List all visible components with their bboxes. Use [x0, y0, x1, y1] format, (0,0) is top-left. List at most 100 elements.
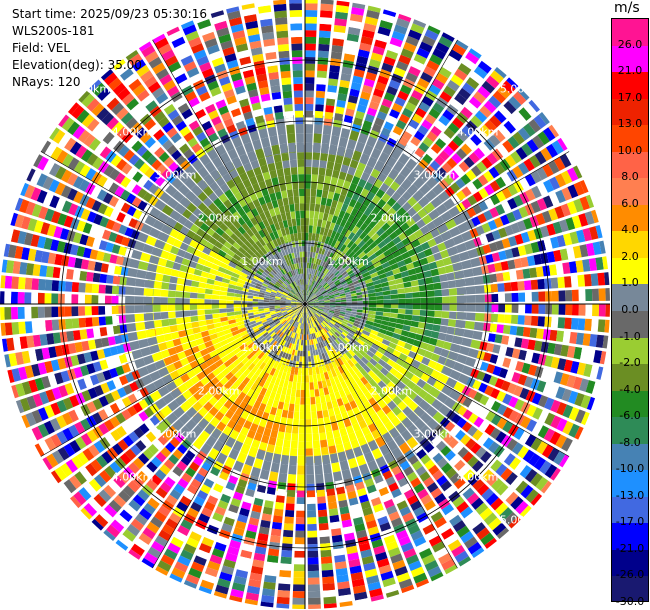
velocity-gate [98, 295, 106, 304]
velocity-gate [317, 174, 325, 183]
velocity-gate [308, 604, 321, 609]
velocity-gate [321, 235, 327, 243]
velocity-gate [292, 584, 305, 592]
velocity-gate [517, 374, 528, 386]
velocity-gate [483, 100, 497, 114]
velocity-gate [307, 305, 313, 308]
velocity-gate [344, 147, 354, 159]
velocity-gate [321, 402, 328, 411]
velocity-gate [387, 207, 397, 217]
velocity-gate [325, 317, 331, 322]
velocity-gate [323, 463, 332, 474]
velocity-gate [334, 279, 340, 285]
velocity-gate [352, 280, 359, 285]
velocity-gate [478, 143, 491, 156]
velocity-gate [454, 93, 467, 106]
velocity-gate [502, 357, 512, 368]
velocity-gate [300, 389, 305, 398]
velocity-gate [310, 285, 313, 292]
velocity-gate [18, 276, 26, 290]
velocity-gate [327, 337, 333, 344]
velocity-gate [289, 319, 294, 325]
velocity-gate [324, 175, 332, 184]
velocity-gate [583, 363, 593, 378]
velocity-gate [417, 235, 427, 245]
velocity-gate [341, 203, 349, 212]
velocity-gate [504, 293, 512, 302]
velocity-gate [428, 208, 440, 221]
velocity-gate [309, 251, 313, 258]
velocity-gate [359, 321, 366, 327]
velocity-gate [382, 143, 394, 156]
velocity-gate [104, 306, 112, 315]
velocity-gate [392, 386, 402, 396]
velocity-gate [437, 190, 450, 203]
velocity-gate [476, 370, 486, 381]
velocity-gate [317, 309, 324, 312]
velocity-gate [443, 145, 455, 157]
velocity-gate [334, 18, 347, 27]
velocity-gate [194, 472, 205, 484]
velocity-gate [104, 295, 112, 304]
velocity-gate [320, 152, 328, 162]
velocity-gate [315, 104, 324, 112]
velocity-gate [318, 306, 325, 308]
velocity-gate [226, 296, 234, 301]
velocity-gate [358, 251, 366, 259]
velocity-gate [502, 140, 515, 153]
velocity-gate [564, 317, 572, 330]
velocity-gate [147, 336, 158, 346]
velocity-gate [305, 312, 307, 319]
velocity-gate [329, 64, 341, 73]
velocity-gate [518, 304, 526, 314]
velocity-gate [548, 124, 560, 138]
velocity-gate [332, 471, 343, 482]
velocity-gate [261, 594, 275, 604]
velocity-gate [392, 559, 406, 570]
velocity-gate [139, 508, 152, 521]
velocity-gate [314, 326, 318, 333]
velocity-gate [321, 219, 327, 228]
velocity-gate [485, 342, 495, 353]
velocity-gate [408, 66, 421, 77]
velocity-gate [307, 301, 314, 304]
velocity-gate [348, 349, 356, 357]
velocity-gate [470, 339, 482, 350]
velocity-gate [177, 555, 191, 567]
velocity-gate [355, 317, 361, 322]
velocity-gate [586, 242, 595, 257]
velocity-gate [321, 321, 327, 327]
velocity-gate [263, 581, 276, 590]
velocity-gate [423, 442, 435, 453]
velocity-gate [280, 454, 290, 465]
velocity-gate [305, 30, 317, 38]
velocity-gate [190, 561, 205, 573]
velocity-gate [397, 401, 408, 411]
velocity-gate [576, 362, 587, 376]
velocity-gate [475, 294, 485, 303]
velocity-gate [317, 309, 323, 313]
velocity-gate [447, 280, 456, 289]
velocity-gate [488, 375, 499, 387]
velocity-gate [425, 189, 437, 202]
velocity-gate [484, 119, 497, 133]
velocity-gate [324, 256, 329, 262]
velocity-gate [327, 314, 333, 318]
velocity-gate [329, 300, 336, 303]
velocity-gate [318, 271, 323, 278]
velocity-gate [328, 246, 334, 253]
velocity-gate [579, 378, 589, 392]
velocity-gate [337, 274, 343, 280]
velocity-gate [593, 349, 603, 364]
velocity-gate [312, 281, 317, 287]
velocity-gate [310, 310, 314, 316]
velocity-gate [360, 284, 367, 289]
velocity-gate [426, 131, 438, 142]
velocity-gate [340, 280, 347, 285]
velocity-gate [536, 328, 545, 340]
velocity-gate [286, 417, 293, 426]
velocity-gate [284, 516, 294, 524]
velocity-gate [322, 311, 329, 315]
velocity-gate [558, 454, 570, 468]
velocity-gate [286, 336, 291, 342]
